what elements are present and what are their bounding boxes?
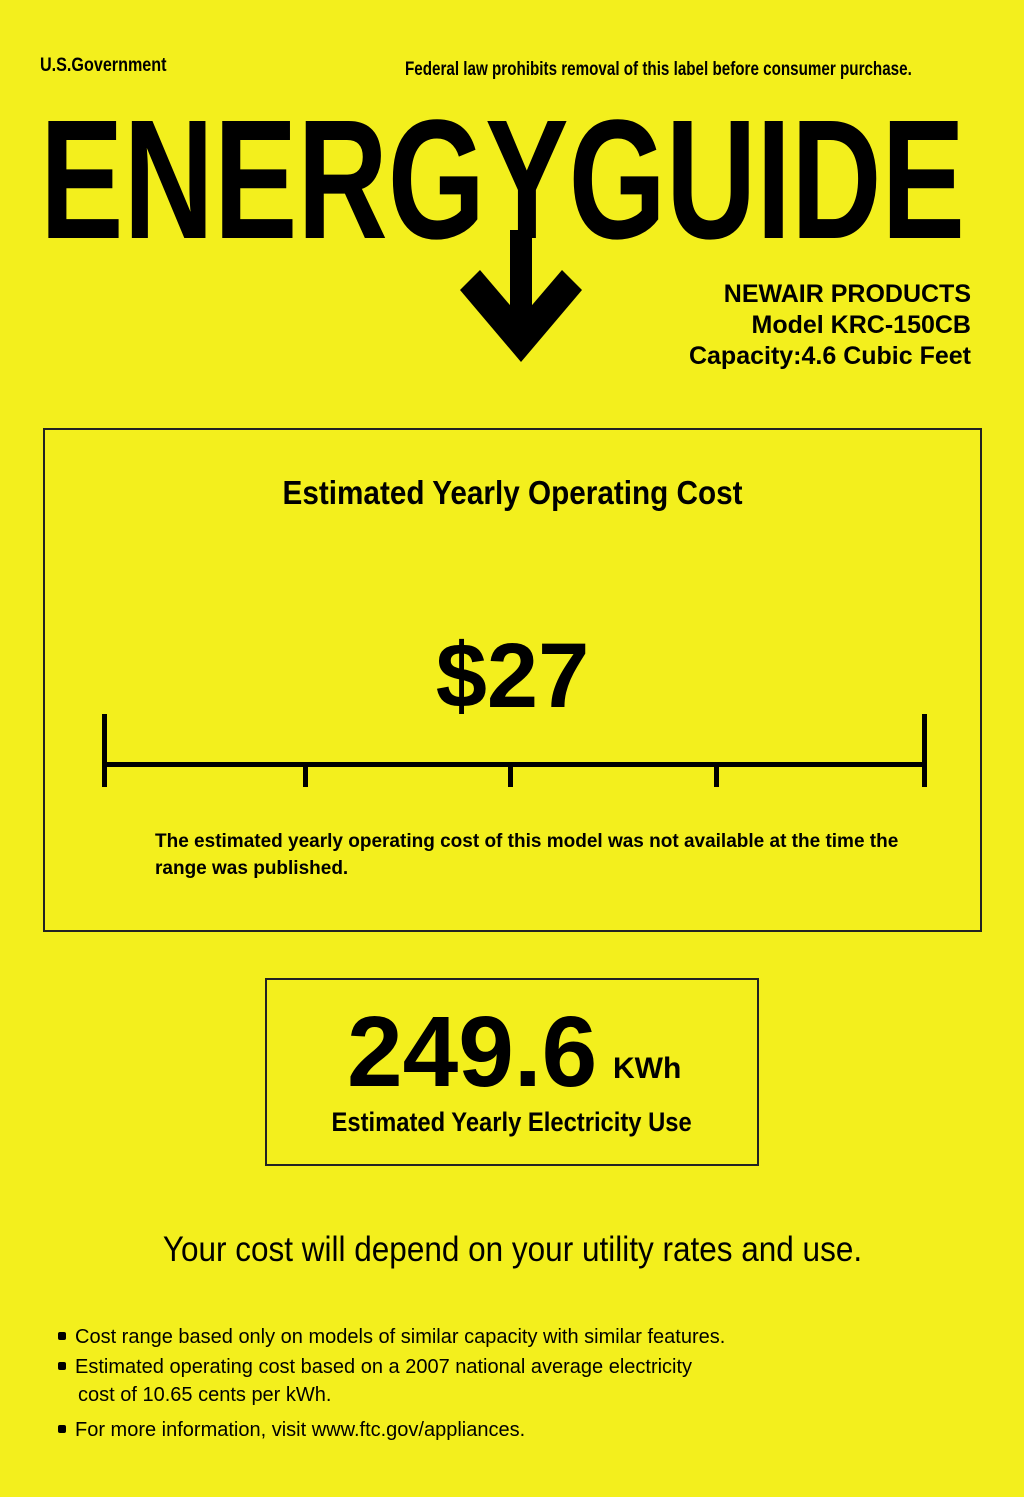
cost-note: The estimated yearly operating cost of t… (155, 831, 899, 879)
operating-cost-box: Estimated Yearly Operating Cost $27 The … (43, 428, 982, 932)
bullet-item: Estimated operating cost based on a 2007… (58, 1356, 692, 1379)
bullet-item: For more information, visit www.ftc.gov/… (58, 1419, 525, 1442)
scale-end-right (922, 714, 927, 787)
kwh-unit: KWh (613, 1052, 682, 1085)
issuer-label: U.S.Government (40, 55, 167, 76)
kwh-label: Estimated Yearly Electricity Use (331, 1107, 693, 1137)
bullet-icon (58, 1424, 66, 1433)
bullet-item-continuation: cost of 10.65 cents per kWh. (78, 1384, 332, 1406)
scale-tick (508, 764, 513, 787)
bullet-item: Cost range based only on models of simil… (58, 1326, 725, 1349)
bullet-icon (58, 1361, 66, 1370)
logo-wordmark: ENERGYGUIDE (40, 85, 965, 275)
manufacturer: NEWAIR PRODUCTS (723, 280, 971, 308)
scale-end-left (102, 714, 107, 787)
scale-line (102, 762, 927, 767)
energyguide-logo: ENERGYGUIDE (40, 85, 965, 362)
cost-title: Estimated Yearly Operating Cost (282, 474, 743, 511)
legal-notice: Federal law prohibits removal of this la… (405, 59, 912, 80)
kwh-value: 249.6 (347, 996, 598, 1108)
scale-tick (714, 764, 719, 787)
model-number: Model KRC-150CB (751, 311, 971, 339)
disclaimer: Your cost will depend on your utility ra… (162, 1230, 862, 1269)
ftc-link: For more information, visit www.ftc.gov/… (75, 1419, 526, 1441)
arrow-down-icon (460, 230, 582, 362)
scale-tick (303, 764, 308, 787)
capacity: Capacity:4.6 Cubic Feet (688, 342, 971, 370)
electricity-use-box: 249.6 KWh Estimated Yearly Electricity U… (265, 978, 759, 1166)
cost-value: $27 (435, 625, 590, 727)
bullet-icon (58, 1331, 66, 1340)
cost-range-scale (102, 714, 927, 787)
